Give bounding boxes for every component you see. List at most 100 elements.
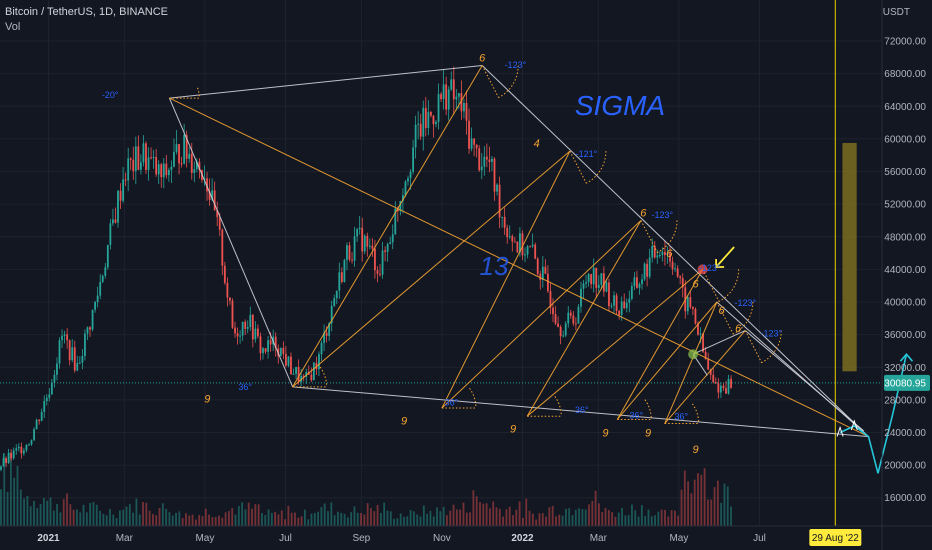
candle-body (404, 181, 407, 196)
volume-bar (604, 507, 607, 526)
volume-bar (700, 474, 703, 526)
pointer-arrow (715, 246, 735, 268)
volume-bar (522, 517, 524, 526)
volume-bar (654, 515, 656, 526)
angle-arc-bottom (292, 366, 328, 388)
count-label: 9 (204, 393, 210, 405)
volume-bar (713, 487, 716, 526)
candle-body (96, 295, 99, 302)
candle-body (496, 184, 498, 192)
candle-body (351, 259, 353, 261)
volume-bar (432, 516, 435, 526)
volume-bar (313, 512, 316, 526)
candle-body (442, 84, 445, 100)
volume-bar (221, 517, 224, 526)
volume-bar (673, 510, 676, 526)
candle-body (636, 277, 638, 288)
volume-bar (125, 506, 128, 526)
volume-bar (531, 513, 534, 526)
volume-bar (413, 511, 415, 526)
volume-bar (680, 489, 683, 526)
candle-body (692, 307, 694, 309)
candle-body (262, 348, 264, 354)
candle-body (633, 277, 636, 287)
candle-body (142, 143, 145, 163)
candle-body (595, 267, 598, 288)
volume-bar (376, 505, 379, 526)
volume-bar (13, 477, 16, 526)
candle-body (564, 323, 567, 336)
volume-bar (214, 517, 217, 526)
y-tick-label: 48000.00 (884, 232, 926, 243)
volume-bar (558, 514, 561, 526)
candle-body (541, 266, 544, 280)
volume-bar (650, 516, 653, 526)
candle-body (396, 208, 399, 212)
candle-body (557, 323, 559, 327)
volume-bar (138, 514, 141, 526)
candle-body (178, 144, 180, 164)
candle-body (246, 326, 249, 329)
candle-body (526, 246, 529, 255)
volume-bar (551, 505, 554, 526)
x-tick-label: Nov (433, 533, 451, 544)
angle-label: -20° (102, 90, 119, 100)
trendline (526, 268, 703, 417)
candle-body (348, 245, 351, 260)
volume-bar (69, 504, 72, 526)
currency-label: USDT (882, 7, 910, 18)
candle-body (152, 157, 155, 159)
candle-body (361, 227, 364, 252)
candle-body (602, 273, 605, 292)
trendline (292, 150, 571, 388)
candle-body (463, 102, 465, 112)
volume-legend: Vol (5, 21, 21, 33)
angle-arc-top (640, 220, 678, 253)
candle-body (53, 374, 56, 383)
candle-body (511, 236, 514, 242)
volume-bar (310, 513, 313, 526)
target-zone-band (842, 142, 857, 372)
volume-bar (356, 512, 359, 526)
candle-body (323, 332, 325, 343)
candle-body (251, 314, 254, 340)
candle-body (231, 300, 234, 328)
volume-bar (416, 514, 419, 526)
candle-body (78, 362, 81, 364)
volume-bar (406, 516, 409, 526)
candle-body (381, 250, 384, 275)
candle-body (605, 282, 608, 292)
candle-body (173, 151, 175, 167)
candle-body (229, 297, 231, 301)
x-tick-label: Jul (279, 533, 292, 544)
volume-bar (56, 503, 59, 526)
candle-body (501, 216, 504, 218)
candle-body (712, 374, 715, 383)
volume-bar (601, 512, 604, 526)
count-label: 6 (666, 248, 673, 260)
volume-bar (508, 506, 511, 526)
volume-bar (459, 509, 462, 526)
volume-bar (112, 514, 115, 526)
y-axis[interactable]: 72000.00 68000.00 64000.00 60000.00 56000.00… (881, 0, 930, 550)
x-axis[interactable]: 2021 Mar May Jul Sep Nov 2022 Mar May Jul 29 Aug '… (0, 525, 932, 546)
candle-body (552, 307, 554, 315)
candle-body (368, 245, 371, 247)
candle-body (625, 302, 628, 309)
volume-bar (26, 495, 29, 526)
candle-body (193, 169, 196, 173)
count-label: 9 (645, 428, 651, 440)
candle-body (33, 429, 35, 441)
volume-bar (36, 508, 39, 526)
candle-body (89, 327, 91, 330)
candle-body (310, 374, 313, 381)
volume-bar (274, 511, 277, 526)
candle-body (157, 164, 160, 175)
volume-bar (6, 491, 9, 526)
red-pivot-dot (697, 264, 708, 275)
volume-bar (710, 499, 713, 526)
volume-bar (535, 519, 538, 526)
volume-bar (0, 489, 2, 526)
volume-bar (588, 504, 590, 526)
volume-bar (439, 511, 442, 526)
